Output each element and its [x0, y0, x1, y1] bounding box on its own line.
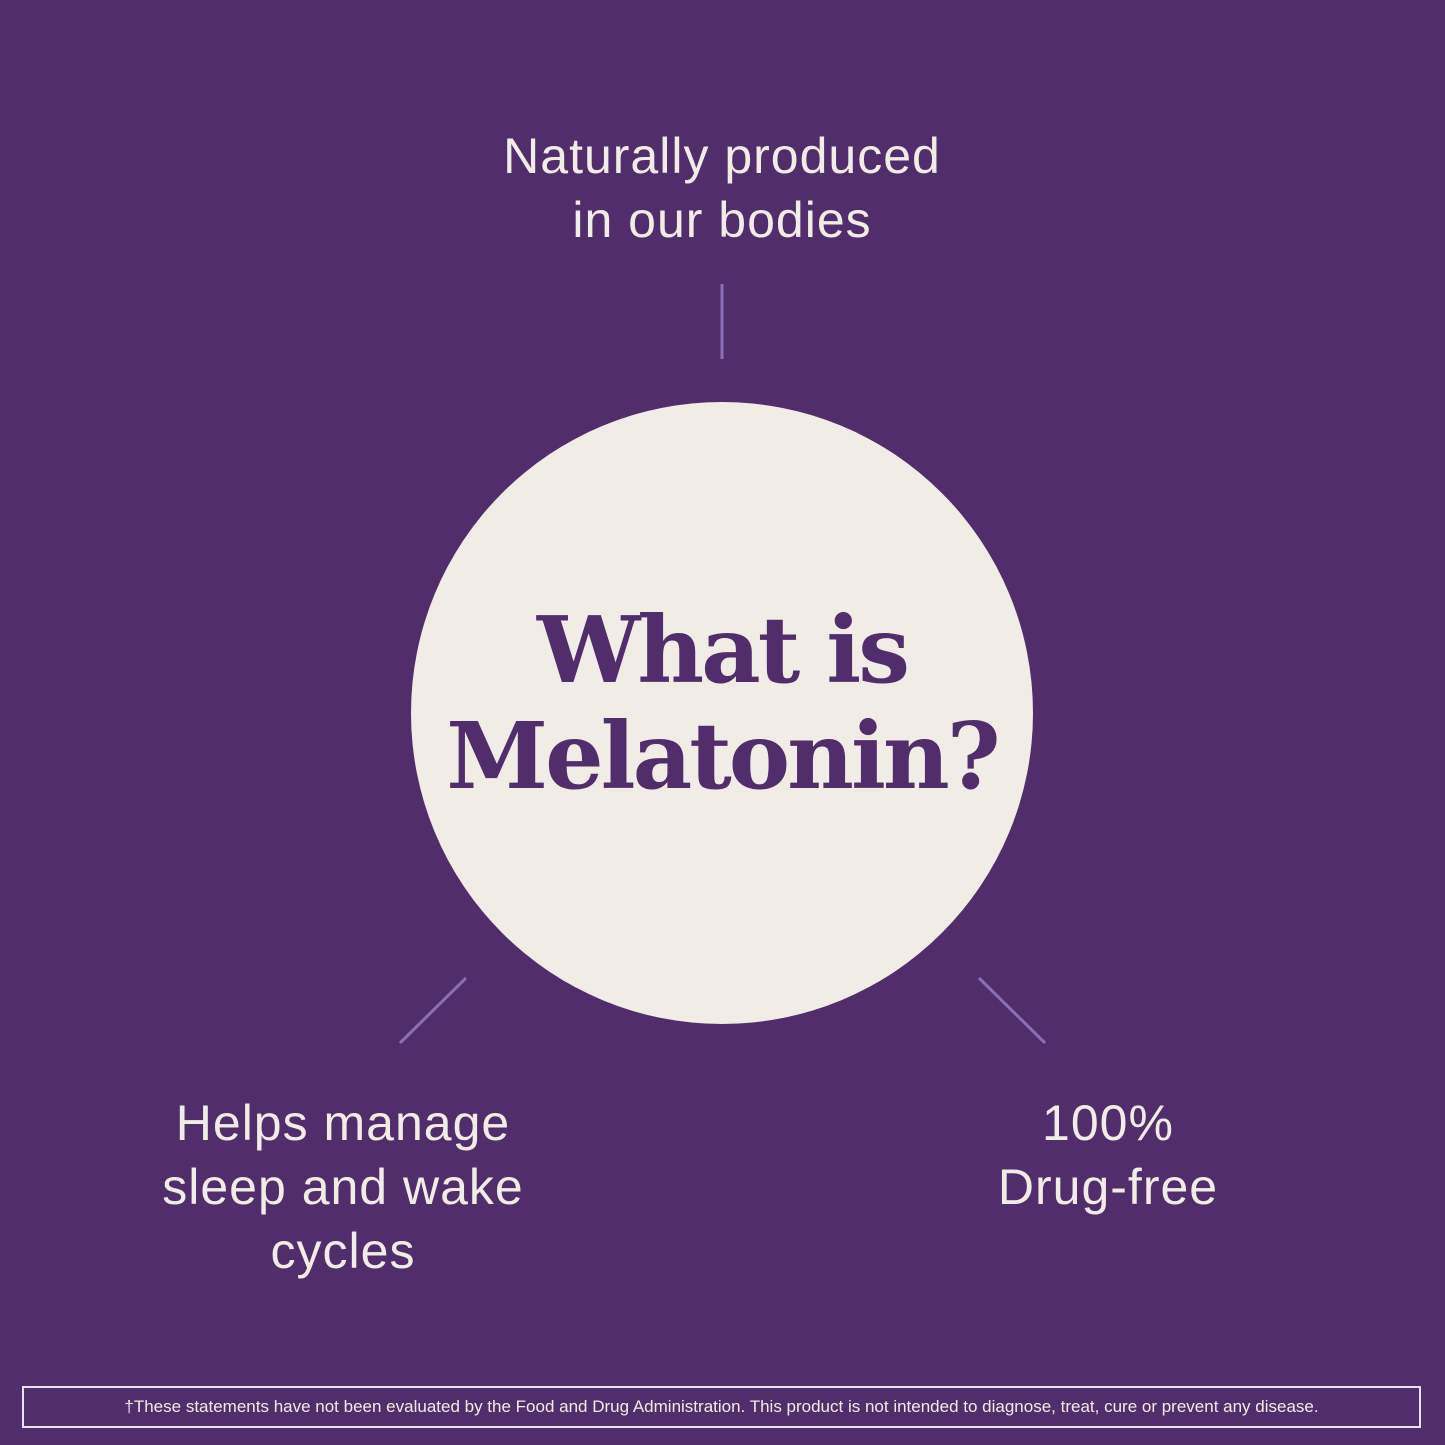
- fact-naturally-produced: Naturally produced in our bodies: [322, 124, 1122, 252]
- disclaimer-text: †These statements have not been evaluate…: [124, 1397, 1319, 1416]
- title-line: Melatonin?: [446, 702, 1000, 810]
- fact-sleep-wake: Helps manage sleep and wake cycles: [43, 1091, 643, 1283]
- fact-line: cycles: [270, 1223, 416, 1279]
- fact-line: Naturally produced: [503, 128, 941, 184]
- fact-line: 100%: [1042, 1095, 1174, 1151]
- page-title: What is Melatonin?: [446, 596, 1000, 810]
- fact-line: in our bodies: [572, 192, 872, 248]
- fact-line: sleep and wake: [162, 1159, 524, 1215]
- connector-left: [398, 976, 468, 1045]
- title-circle: What is Melatonin?: [411, 402, 1033, 1024]
- fda-disclaimer: †These statements have not been evaluate…: [22, 1386, 1421, 1428]
- title-line: What is: [536, 596, 910, 704]
- fact-line: Drug-free: [997, 1159, 1219, 1215]
- connector-right: [977, 976, 1047, 1045]
- fact-line: Helps manage: [175, 1095, 511, 1151]
- fact-drug-free: 100% Drug-free: [858, 1091, 1358, 1219]
